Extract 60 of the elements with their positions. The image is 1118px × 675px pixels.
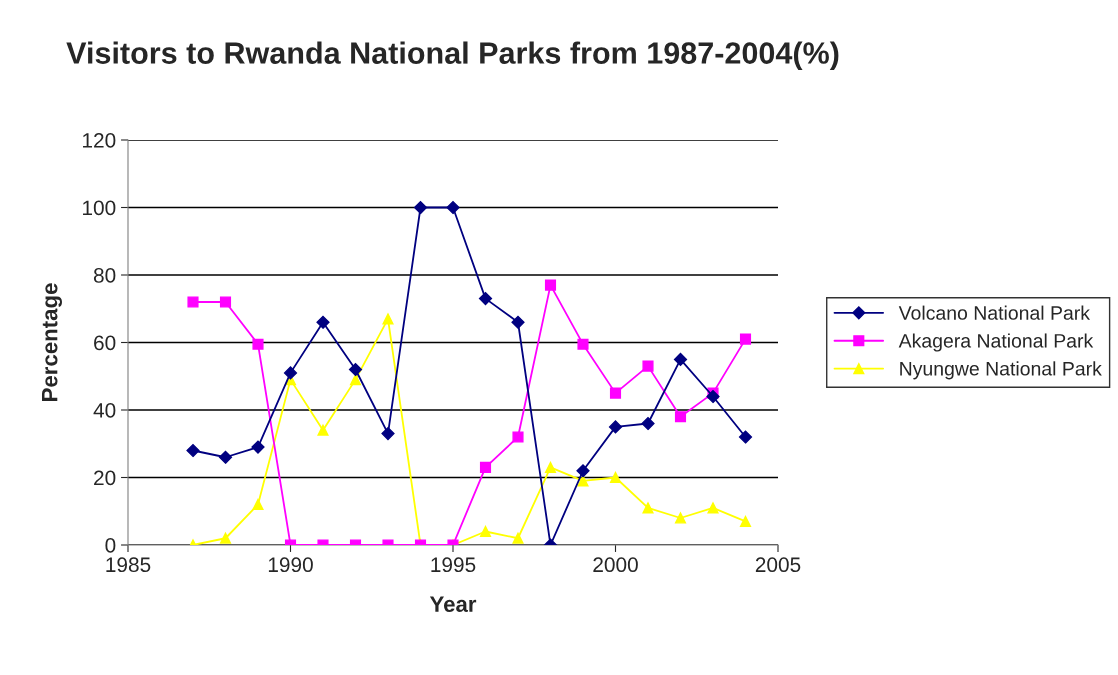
x-tick-label: 1995 [431,557,476,573]
x-tick-label: 2005 [755,557,801,573]
point [316,315,330,329]
point [413,200,428,215]
point [479,525,492,538]
point [479,461,492,473]
y-tick-label: 0 [105,538,116,553]
y-axis-title: Percentage [42,283,62,401]
point [577,475,589,487]
point [381,427,395,441]
point [348,362,363,377]
point [349,374,362,386]
y-tick-label: 80 [93,268,116,283]
y-tick-label: 20 [94,470,116,486]
point [544,461,557,473]
point [187,296,199,308]
point [674,512,687,524]
x-tick-label: 1985 [106,557,151,573]
point [609,471,622,484]
point [738,430,753,444]
point [251,440,265,454]
point [317,424,329,436]
point [641,416,655,431]
point [478,292,493,306]
point [382,313,394,325]
point [706,389,720,404]
y-tick-label: 60 [94,335,116,351]
point [608,420,623,434]
x-axis-title: Year [429,596,477,612]
point [674,411,687,423]
point [544,279,557,291]
point [739,333,752,345]
point [642,360,654,372]
x-tick-label: 1990 [268,557,313,573]
point [512,532,524,544]
legend-label: Nyungwe National Park [900,361,1102,380]
y-tick-label: 100 [83,200,116,216]
point [252,338,264,350]
point [511,315,525,329]
legend-label: Volcano National Park [898,305,1091,320]
point [576,464,590,478]
y-tick-label: 40 [93,403,116,418]
point [218,450,233,464]
point [673,352,688,366]
point [186,443,200,458]
point [609,387,622,399]
point [219,296,232,308]
point [252,498,264,511]
point [739,515,752,527]
point [707,502,719,514]
y-tick-label: 120 [83,133,116,148]
point [283,366,298,380]
point [219,532,232,544]
x-tick-label: 2000 [593,557,638,573]
point [446,200,460,215]
point [642,502,654,514]
chart-title: Visitors to Rwanda National Parks from 1987-2004(%) [66,41,839,70]
point [512,431,524,443]
point [577,338,589,350]
legend-label: Akagera National Park [898,333,1094,352]
